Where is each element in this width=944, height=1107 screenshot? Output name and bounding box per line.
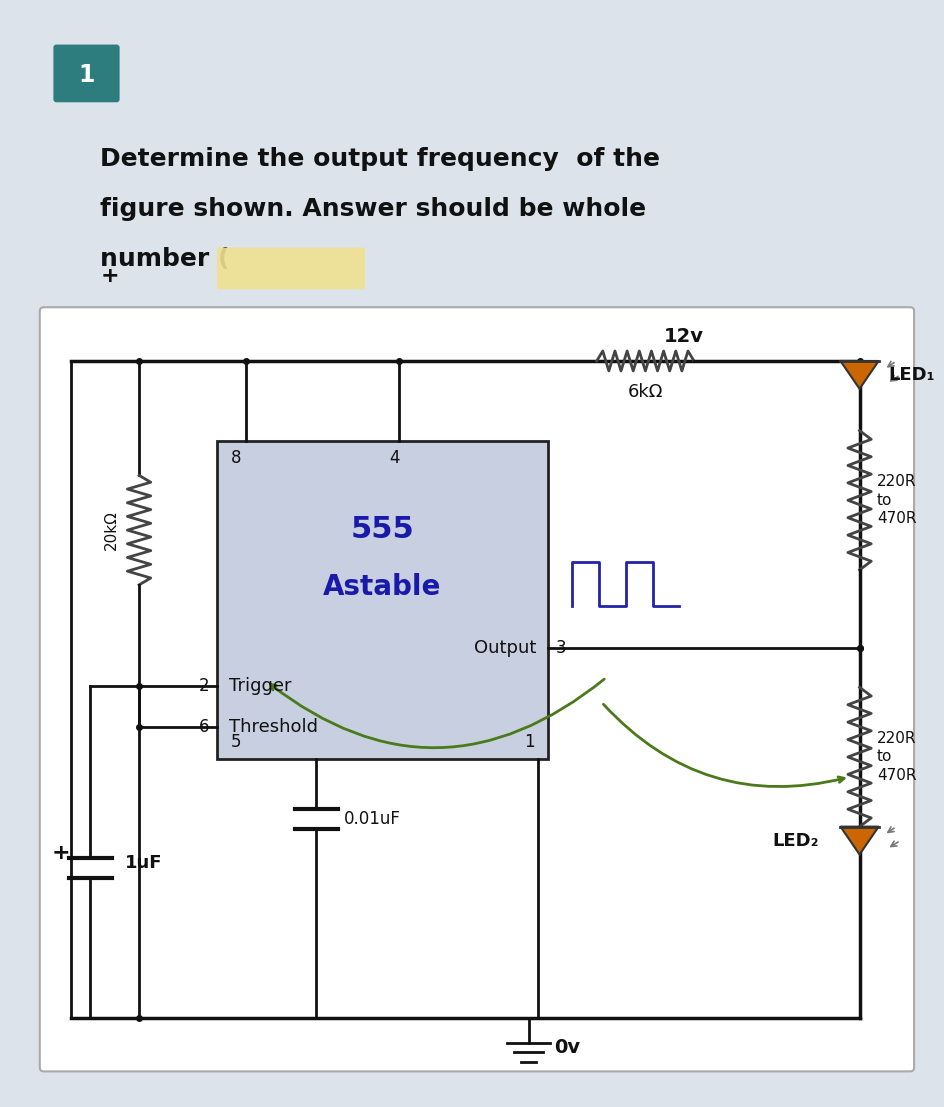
- Text: LED₂: LED₂: [771, 831, 818, 849]
- Text: figure shown. Answer should be whole: figure shown. Answer should be whole: [100, 197, 646, 220]
- FancyBboxPatch shape: [217, 248, 364, 289]
- Text: 6: 6: [198, 718, 209, 736]
- Text: 2: 2: [198, 676, 209, 695]
- Text: 3: 3: [555, 639, 565, 656]
- Text: 1: 1: [78, 63, 94, 87]
- Text: +: +: [52, 844, 71, 863]
- Text: Trigger: Trigger: [228, 676, 291, 695]
- Text: LED₁: LED₁: [887, 366, 935, 384]
- Polygon shape: [839, 827, 878, 855]
- FancyBboxPatch shape: [54, 44, 120, 102]
- Text: 0.01uF: 0.01uF: [344, 809, 400, 828]
- Polygon shape: [839, 361, 878, 389]
- Text: 20kΩ: 20kΩ: [104, 510, 119, 550]
- Text: Astable: Astable: [323, 573, 441, 601]
- Text: 1uF: 1uF: [125, 855, 161, 872]
- Text: 5: 5: [230, 733, 241, 751]
- Text: 0v: 0v: [554, 1037, 580, 1056]
- Text: 12v: 12v: [664, 327, 703, 346]
- Text: 220R
to
470R: 220R to 470R: [876, 731, 916, 783]
- Text: 1: 1: [523, 733, 533, 751]
- Text: 220R
to
470R: 220R to 470R: [876, 474, 916, 526]
- Text: +: +: [100, 267, 119, 287]
- Text: Threshold: Threshold: [228, 718, 317, 736]
- Text: 4: 4: [389, 448, 399, 466]
- Text: Determine the output frequency  of the: Determine the output frequency of the: [100, 147, 660, 172]
- Text: 555: 555: [350, 515, 413, 545]
- Bar: [217, 441, 548, 759]
- Text: Output: Output: [474, 639, 536, 656]
- Text: 6kΩ: 6kΩ: [627, 383, 663, 401]
- Text: number (: number (: [100, 247, 229, 270]
- Text: 8: 8: [230, 448, 241, 466]
- FancyBboxPatch shape: [40, 308, 913, 1072]
